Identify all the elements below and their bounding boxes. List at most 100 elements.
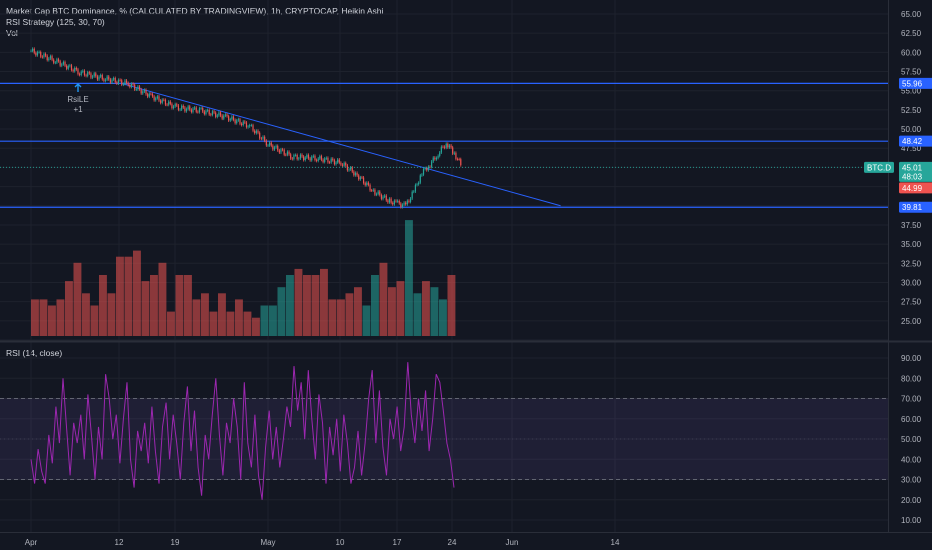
candle-body <box>272 145 274 150</box>
rsi-tick-label: 10.00 <box>901 516 922 525</box>
bid-text: 44.99 <box>902 184 923 193</box>
candle-body <box>413 191 415 193</box>
candle-body <box>340 162 342 165</box>
candle-body <box>377 191 379 195</box>
candle-body <box>382 196 384 199</box>
candle-body <box>116 82 118 84</box>
candle-body <box>442 146 444 148</box>
volume-bar <box>269 305 277 336</box>
candle-body <box>269 142 271 146</box>
candle-body <box>236 120 238 124</box>
candle-body <box>234 119 236 124</box>
candle-body <box>125 80 128 83</box>
candle-body <box>437 155 439 158</box>
candle-body <box>56 59 58 63</box>
candle-body <box>164 99 167 105</box>
price-tick-label: 52.50 <box>901 106 922 115</box>
candle-body <box>114 78 116 83</box>
volume-bar <box>65 281 73 336</box>
candle-body <box>254 130 256 134</box>
candle-body <box>121 80 123 85</box>
volume-bar <box>107 293 116 336</box>
candle-body <box>122 83 124 85</box>
rsi-title[interactable]: RSI (14, close) <box>6 348 63 358</box>
candle-body <box>93 73 95 77</box>
volume-bar <box>192 299 201 336</box>
candle-body <box>51 56 53 60</box>
candle-body <box>190 109 192 112</box>
price-tick-label: 57.50 <box>901 68 922 77</box>
price-tick-label: 37.50 <box>901 221 922 230</box>
candle-body <box>221 115 223 119</box>
candle-body <box>109 79 111 83</box>
candle-body <box>192 108 194 112</box>
candle-body <box>145 89 147 95</box>
candle-body <box>424 168 426 169</box>
volume-bar <box>371 275 379 336</box>
candle-body <box>379 191 381 196</box>
candle-body <box>280 149 282 153</box>
volume-bar <box>31 299 39 336</box>
volume-bar <box>345 293 354 336</box>
candle-body <box>296 154 298 160</box>
candle-body <box>398 200 400 204</box>
volume-bar <box>294 268 303 336</box>
candle-body <box>95 73 97 77</box>
time-tick-label: May <box>260 538 275 547</box>
candle-body <box>335 162 337 165</box>
candle-body <box>309 158 311 161</box>
candle-body <box>101 75 103 80</box>
volume-bar <box>379 262 388 336</box>
candle-body <box>181 105 183 110</box>
volume-bar <box>260 305 269 336</box>
candle-body <box>44 53 47 56</box>
candle-body <box>30 50 32 52</box>
trendline <box>119 82 561 207</box>
candle-body <box>49 56 52 59</box>
candle-body <box>32 48 34 51</box>
candle-body <box>414 184 417 192</box>
time-tick-label: 17 <box>393 538 402 547</box>
candle-body <box>88 72 90 74</box>
candle-body <box>432 157 434 162</box>
candle-body <box>239 119 241 124</box>
candle-body <box>411 191 413 199</box>
candle-body <box>187 106 189 110</box>
candle-body <box>179 109 181 111</box>
candle-body <box>59 61 61 66</box>
candle-body <box>264 136 266 141</box>
time-tick-label: 24 <box>448 538 457 547</box>
candle-body <box>129 85 131 87</box>
volume-bar <box>320 268 328 336</box>
candle-body <box>374 189 376 195</box>
strategy-label[interactable]: RSI Strategy (125, 30, 70) <box>6 17 105 27</box>
signal-label: RsiLE <box>67 95 88 104</box>
volume-bar <box>56 299 65 336</box>
level-mid-tag-text: 48.42 <box>902 137 923 146</box>
candle-body <box>440 146 442 153</box>
candle-body <box>291 158 293 160</box>
time-tick-label: 14 <box>611 538 620 547</box>
candle-body <box>290 154 292 159</box>
candle-body <box>176 104 178 106</box>
candle-body <box>359 177 361 180</box>
candle-body <box>245 122 248 128</box>
candle-body <box>453 152 455 154</box>
candle-body <box>311 156 313 161</box>
candle-body <box>150 93 152 95</box>
candle-body <box>224 114 226 116</box>
candle-body <box>82 70 84 72</box>
price-candles <box>30 47 462 209</box>
candle-body <box>53 59 55 63</box>
candle-body <box>366 182 368 186</box>
candle-body <box>216 115 218 117</box>
candle-body <box>83 70 86 76</box>
volume-bar <box>124 256 133 336</box>
candle-body <box>332 158 334 161</box>
candle-body <box>96 76 99 80</box>
candle-body <box>184 107 186 112</box>
candle-body <box>400 203 402 208</box>
volume-bar <box>201 293 209 336</box>
candle-body <box>229 119 231 121</box>
